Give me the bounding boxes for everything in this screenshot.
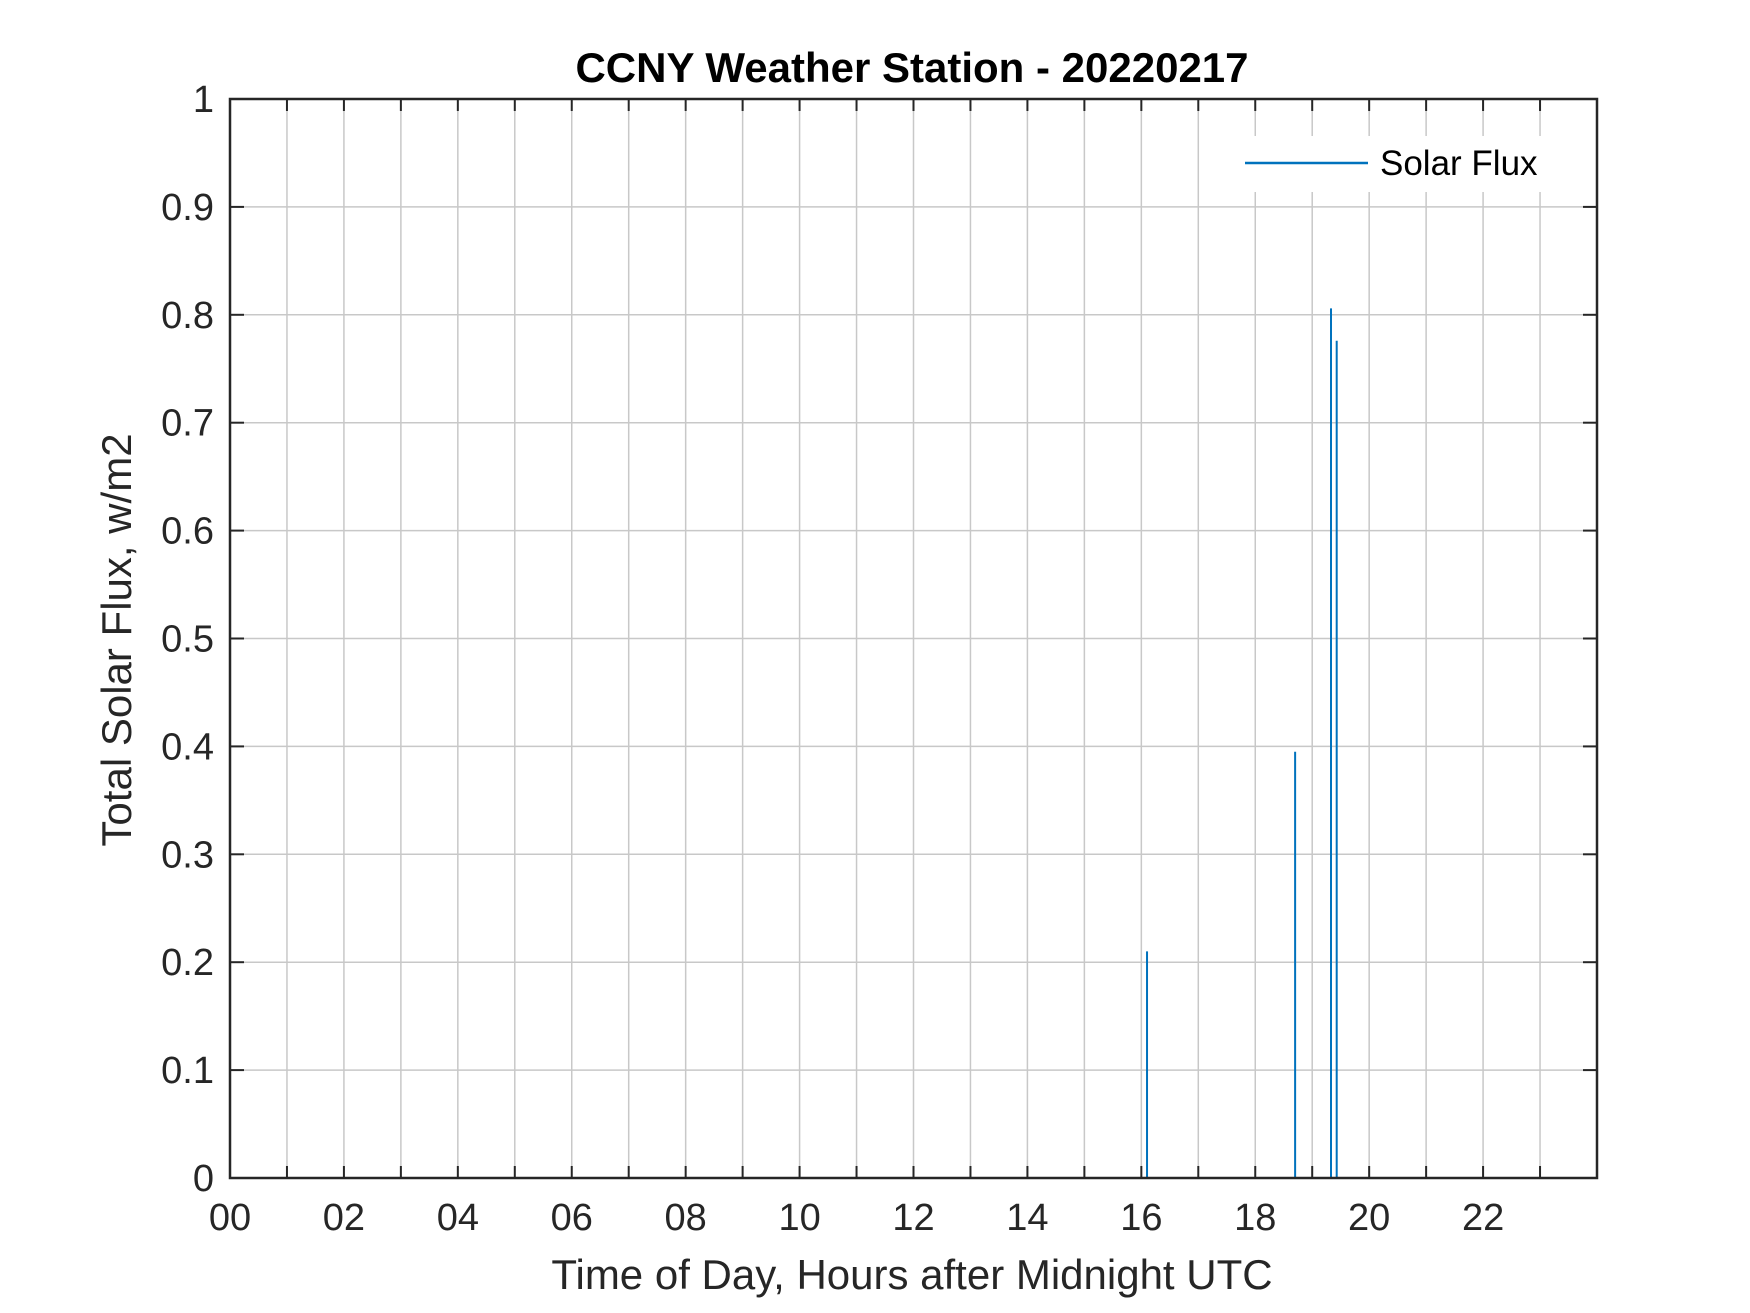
x-tick-label: 10 bbox=[778, 1197, 820, 1239]
x-tick-labels: 00 02 04 06 08 10 12 14 16 18 20 22 bbox=[209, 1197, 1504, 1239]
y-tick-label: 0.6 bbox=[161, 511, 214, 553]
y-tick-label: 0.1 bbox=[161, 1050, 214, 1092]
x-tick-label: 12 bbox=[892, 1197, 934, 1239]
y-tick-label: 0 bbox=[193, 1158, 214, 1200]
x-tick-label: 00 bbox=[209, 1197, 251, 1239]
x-tick-label: 04 bbox=[437, 1197, 479, 1239]
y-tick-label: 0.3 bbox=[161, 834, 214, 876]
x-tick-label: 14 bbox=[1006, 1197, 1048, 1239]
y-tick-label: 0.5 bbox=[161, 619, 214, 661]
y-tick-label: 0.8 bbox=[161, 295, 214, 337]
x-axis-label: Time of Day, Hours after Midnight UTC bbox=[551, 1251, 1272, 1298]
chart-title: CCNY Weather Station - 20220217 bbox=[575, 44, 1248, 91]
grid bbox=[230, 99, 1597, 1178]
y-tick-label: 1 bbox=[193, 79, 214, 121]
y-tick-label: 0.4 bbox=[161, 726, 214, 768]
legend-label: Solar Flux bbox=[1380, 144, 1538, 183]
x-tick-label: 08 bbox=[665, 1197, 707, 1239]
x-tick-label: 18 bbox=[1234, 1197, 1276, 1239]
y-axis-label: Total Solar Flux, w/m2 bbox=[93, 433, 140, 846]
x-tick-label: 06 bbox=[551, 1197, 593, 1239]
plot-data bbox=[1146, 308, 1338, 1178]
y-tick-labels: 0 0.1 0.2 0.3 0.4 0.5 0.6 0.7 0.8 0.9 1 bbox=[161, 79, 214, 1200]
y-tick-label: 0.7 bbox=[161, 403, 214, 445]
x-tick-label: 20 bbox=[1348, 1197, 1390, 1239]
legend: Solar Flux bbox=[1232, 136, 1558, 192]
y-tick-label: 0.2 bbox=[161, 942, 214, 984]
y-tick-label: 0.9 bbox=[161, 187, 214, 229]
x-tick-label: 22 bbox=[1462, 1197, 1504, 1239]
x-tick-label: 16 bbox=[1120, 1197, 1162, 1239]
x-tick-label: 02 bbox=[323, 1197, 365, 1239]
tick-marks bbox=[229, 98, 1597, 1179]
